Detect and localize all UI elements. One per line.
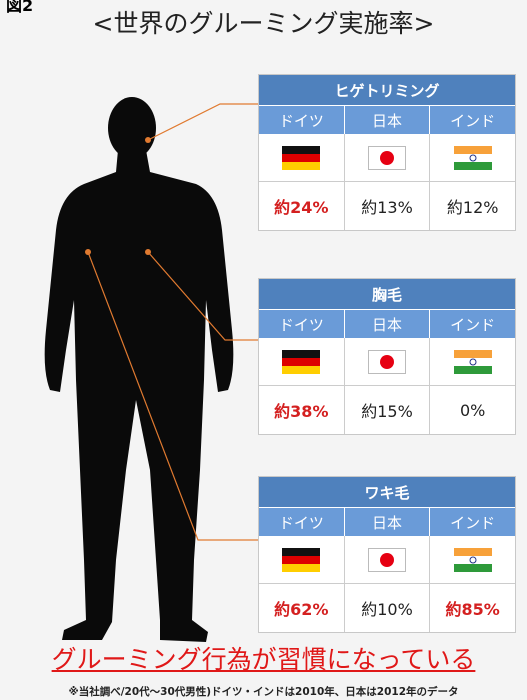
value-cell: 約24% — [259, 182, 345, 230]
grooming-table: ヒゲトリミングドイツ日本インド約24%約13%約12% — [258, 74, 516, 231]
table-title: ワキ毛 — [259, 477, 515, 508]
infographic: 図2 <世界のグルーミング実施率> ヒゲトリミングドイツ日本インド約24%約13… — [0, 0, 527, 700]
column-header: ドイツ — [259, 310, 345, 338]
value-cell: 約85% — [430, 584, 515, 632]
value-cell: 約62% — [259, 584, 345, 632]
flag-cell — [430, 134, 515, 182]
column-header: インド — [430, 310, 515, 338]
column-header: 日本 — [345, 508, 431, 536]
value-cell: 約12% — [430, 182, 515, 230]
flag — [454, 350, 492, 374]
flag-cell — [345, 134, 431, 182]
value-cell: 約13% — [345, 182, 431, 230]
flag — [368, 548, 406, 572]
flag-cell — [259, 338, 345, 386]
header-row: ドイツ日本インド — [259, 508, 515, 536]
value-cell: 約15% — [345, 386, 431, 434]
value-cell: 約38% — [259, 386, 345, 434]
flag — [454, 548, 492, 572]
grooming-table: ワキ毛ドイツ日本インド約62%約10%約85% — [258, 476, 516, 633]
column-header: ドイツ — [259, 508, 345, 536]
flag — [282, 548, 320, 572]
column-header: インド — [430, 106, 515, 134]
flag-row — [259, 338, 515, 386]
column-header: インド — [430, 508, 515, 536]
flag-cell — [345, 338, 431, 386]
silhouette — [45, 97, 234, 642]
flag-cell — [259, 536, 345, 584]
table-title: ヒゲトリミング — [259, 75, 515, 106]
column-header: 日本 — [345, 310, 431, 338]
value-row: 約62%約10%約85% — [259, 584, 515, 632]
flag — [454, 146, 492, 170]
flag-row — [259, 536, 515, 584]
header-row: ドイツ日本インド — [259, 106, 515, 134]
source-note: ※当社調べ/20代～30代男性)ドイツ・インドは2010年、日本は2012年のデ… — [0, 684, 527, 699]
column-header: ドイツ — [259, 106, 345, 134]
column-header: 日本 — [345, 106, 431, 134]
value-row: 約38%約15%0% — [259, 386, 515, 434]
flag-cell — [430, 338, 515, 386]
grooming-table: 胸毛ドイツ日本インド約38%約15%0% — [258, 278, 516, 435]
header-row: ドイツ日本インド — [259, 310, 515, 338]
value-cell: 0% — [430, 386, 515, 434]
conclusion: グルーミング行為が習慣になっている — [0, 640, 527, 676]
flag-cell — [430, 536, 515, 584]
flag — [282, 146, 320, 170]
flag-cell — [345, 536, 431, 584]
flag — [282, 350, 320, 374]
flag-row — [259, 134, 515, 182]
table-title: 胸毛 — [259, 279, 515, 310]
flag-cell — [259, 134, 345, 182]
flag — [368, 350, 406, 374]
value-row: 約24%約13%約12% — [259, 182, 515, 230]
flag — [368, 146, 406, 170]
value-cell: 約10% — [345, 584, 431, 632]
